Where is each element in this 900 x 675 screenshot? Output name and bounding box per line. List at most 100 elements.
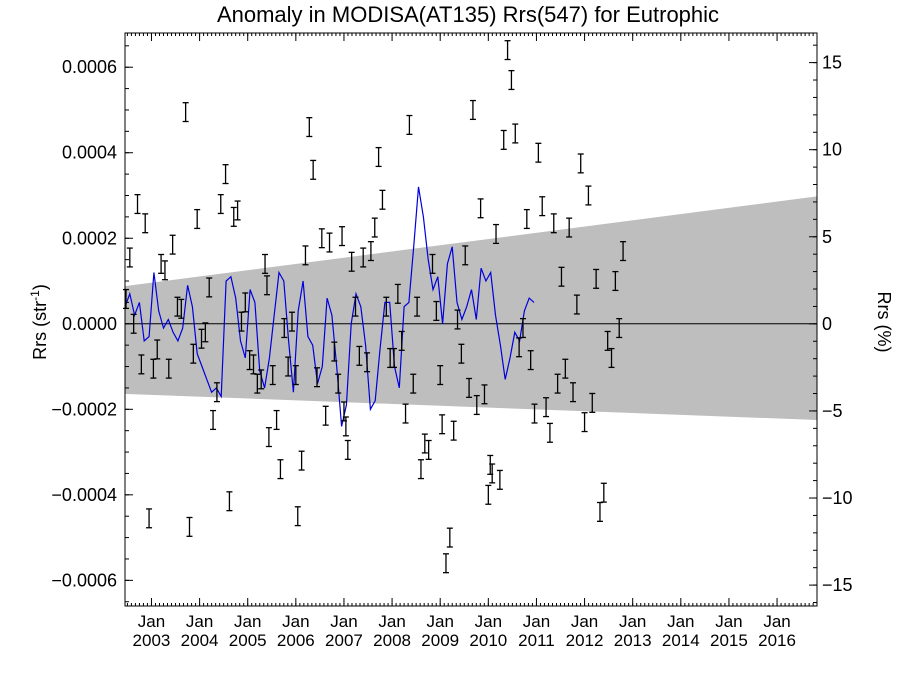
data-point [620,241,627,262]
x-tick-month: Jan [426,612,453,631]
uncertainty-band [125,196,817,420]
data-point [458,343,465,364]
data-point [493,223,500,245]
data-point [194,208,201,230]
x-tick-month: Jan [186,612,213,631]
data-point [122,288,129,310]
data-point [600,482,607,503]
data-point [523,208,530,230]
data-point [142,213,149,234]
data-point [604,330,611,351]
data-point [206,277,213,298]
data-point [508,69,515,91]
data-point [527,350,534,371]
data-point [356,345,363,366]
data-point [134,193,141,215]
data-point [360,247,367,268]
y-tick-label: −0.0002 [51,399,117,419]
x-tick-year: 2007 [325,631,363,650]
y-axis-left-title: Rrs (str-1) [28,284,50,360]
data-point [383,296,390,317]
x-tick-month: Jan [667,612,694,631]
y-right-tick-label: 10 [822,140,842,160]
data-point [437,365,444,386]
data-point [371,217,378,238]
data-point [342,416,349,437]
data-point [146,508,153,529]
data-point [348,251,355,272]
data-point [288,311,295,332]
x-tick-year: 2009 [421,631,459,650]
data-point [306,117,313,138]
data-point [339,226,346,247]
x-tick-month: Jan [475,612,502,631]
data-point [446,527,453,548]
data-point [425,439,432,460]
data-point [554,373,561,394]
plot-frame [124,32,818,607]
data-point [473,394,480,416]
x-tick-year: 2008 [373,631,411,650]
data-point [165,358,172,379]
y-tick-label: 0.0000 [62,314,117,334]
data-point [442,553,449,574]
data-point [581,412,588,433]
data-point [322,405,329,426]
x-tick-month: Jan [715,612,742,631]
data-point [169,234,176,255]
data-point [391,347,398,369]
data-point [234,200,241,221]
y-axis-left: 0.0006 0.0004 0.0002 0.0000 −0.0002 −0.0004 −0… [51,45,133,603]
x-tick-month: Jan [619,612,646,631]
x-tick-month: Jan [234,612,261,631]
anomaly-line [124,186,535,427]
y-right-tick-label: −15 [822,575,853,595]
data-point [379,189,386,210]
y-tick-label: −0.0006 [51,570,117,590]
y-tick-label: 0.0004 [62,143,117,163]
data-point [269,365,276,386]
data-point [174,296,181,317]
data-point [217,193,224,215]
x-tick-month: Jan [378,612,405,631]
x-tick-year: 2010 [469,631,507,650]
x-tick-year: 2012 [566,631,604,650]
data-point [190,343,197,364]
x-tick-month: Jan [282,612,309,631]
x-tick-year: 2013 [614,631,652,650]
data-point [593,268,600,289]
data-point [375,146,382,168]
plot-area [122,40,817,574]
data-point [489,463,496,484]
data-point [450,420,457,441]
x-tick-year: 2003 [133,631,171,650]
data-point [298,450,305,471]
data-point [485,484,492,505]
y-right-tick-label: −10 [822,488,853,508]
data-point [198,328,205,349]
data-point [433,300,440,322]
data-point [226,491,233,512]
data-point [273,409,280,431]
data-point [608,347,615,369]
data-point [402,403,409,424]
x-tick-month: Jan [571,612,598,631]
data-point [292,365,299,386]
data-point [258,369,265,390]
data-point [421,433,428,454]
y-tick-label: 0.0002 [62,228,117,248]
data-point [265,427,272,448]
x-tick-year: 2011 [518,631,555,650]
data-point [246,350,253,371]
y-axis-right-title: Rrs (%) [874,292,894,353]
data-point [318,228,325,249]
data-point [585,185,592,206]
y-right-tick-label: −5 [822,401,843,421]
data-point [546,422,553,443]
data-point [612,270,619,292]
y-tick-label: 0.0006 [62,57,117,77]
data-point [186,516,193,537]
data-point [519,317,526,339]
data-point [398,330,405,351]
x-tick-month: Jan [523,612,550,631]
